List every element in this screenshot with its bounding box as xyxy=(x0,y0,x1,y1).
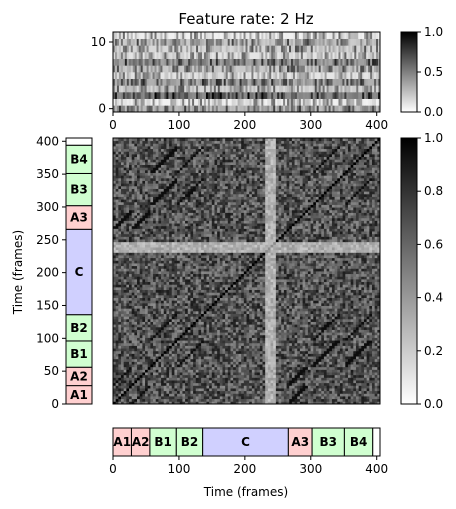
ssm-ytick-label: 0 xyxy=(51,397,59,411)
segment-label: A1 xyxy=(113,435,131,449)
feature-colorbar-label: 0.0 xyxy=(424,105,443,119)
ssm-xtick-label: 400 xyxy=(365,462,388,476)
ssm-colorbar-label: 0.2 xyxy=(424,344,443,358)
ssm-colorbar-label: 0.8 xyxy=(424,184,443,198)
ssm-ytick-label: 400 xyxy=(36,134,59,148)
segment-label: A3 xyxy=(70,210,88,224)
segment-block-horizontal xyxy=(175,427,204,457)
segment-block-vertical xyxy=(65,314,93,342)
feature-xtick-label: 0 xyxy=(109,118,117,132)
segment-label: C xyxy=(75,265,84,279)
segment-label: B1 xyxy=(154,435,172,449)
segment-label: A2 xyxy=(70,369,88,383)
feature-colorbar-bar xyxy=(400,31,418,113)
feature-xtick-label: 100 xyxy=(167,118,190,132)
feature-heatmap-frame xyxy=(112,31,381,113)
ssm-ylabel: Time (frames) xyxy=(11,230,25,315)
ssm-heatmap xyxy=(112,137,381,405)
segment-label: B2 xyxy=(70,321,88,335)
feature-xtick-label: 200 xyxy=(233,118,256,132)
segment-label: B3 xyxy=(70,183,88,197)
ssm-ytick-label: 250 xyxy=(36,233,59,247)
ssm-ytick-label: 350 xyxy=(36,167,59,181)
ssm-ytick-label: 50 xyxy=(44,364,59,378)
segment-block-horizontal xyxy=(372,427,381,457)
segment-label: A3 xyxy=(291,435,309,449)
segment-label: C xyxy=(241,435,250,449)
feature-colorbar: 0.0 0.5 1.0 xyxy=(400,25,443,119)
segment-label: B1 xyxy=(70,347,88,361)
segment-block-vertical xyxy=(65,137,93,146)
segment-label: B3 xyxy=(319,435,337,449)
ssm-colorbar-bar xyxy=(400,137,418,405)
feature-ytick-label: 10 xyxy=(91,35,106,49)
ssm-ytick-label: 300 xyxy=(36,200,59,214)
ssm-colorbar: 0.0 0.2 0.4 0.6 0.8 1.0 xyxy=(400,131,443,411)
segment-block-horizontal xyxy=(149,427,177,457)
segment-block-vertical xyxy=(65,144,93,174)
ssm-xtick-label: 300 xyxy=(299,462,322,476)
ssm-colorbar-label: 0.4 xyxy=(424,291,443,305)
segment-block-horizontal xyxy=(202,427,289,457)
feature-ytick-label: 0 xyxy=(98,102,106,116)
segment-label: B4 xyxy=(350,435,368,449)
feature-colorbar-label: 0.5 xyxy=(424,65,443,79)
chart-title: Feature rate: 2 Hz xyxy=(178,10,313,28)
segment-strip-horizontal-frame xyxy=(112,427,381,457)
feature-xtick-label: 300 xyxy=(299,118,322,132)
segment-strip-horizontal: A1 A2 B1 B2 C A3 B3 B4 0 100 200 300 400 xyxy=(109,427,388,476)
ssm-colorbar-label: 0.0 xyxy=(424,397,443,411)
ssm-ytick-label: 150 xyxy=(36,298,59,312)
feature-xtick-label: 400 xyxy=(365,118,388,132)
segment-block-vertical xyxy=(65,228,93,316)
ssm-xtick-label: 200 xyxy=(233,462,256,476)
ssm-colorbar-label: 0.6 xyxy=(424,237,443,251)
ssm-frame xyxy=(112,137,381,405)
ssm-xlabel: Time (frames) xyxy=(203,485,288,499)
segment-strip-vertical: A1 A2 B1 B2 C A3 B3 B4 0 50 100 150 200 250 300 350 400 xyxy=(36,134,93,411)
ssm-colorbar-label: 1.0 xyxy=(424,131,443,145)
feature-heatmap: 0 100 200 300 400 0 10 xyxy=(91,31,388,132)
ssm-xtick-label: 0 xyxy=(109,462,117,476)
ssm-ytick-label: 200 xyxy=(36,266,59,280)
segment-label: B2 xyxy=(181,435,199,449)
segment-strip-vertical-frame xyxy=(65,137,93,405)
feature-colorbar-label: 1.0 xyxy=(424,25,443,39)
segment-label: A1 xyxy=(70,388,88,402)
ssm-xtick-label: 100 xyxy=(167,462,190,476)
ssm-ytick-label: 100 xyxy=(36,331,59,345)
segment-label: B4 xyxy=(70,152,88,166)
segment-label: A2 xyxy=(132,435,150,449)
